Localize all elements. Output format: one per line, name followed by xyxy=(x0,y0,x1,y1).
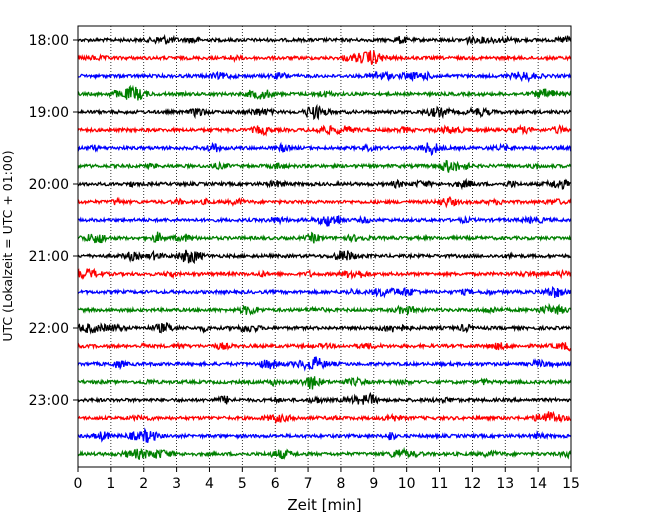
x-tick-label: 12 xyxy=(463,476,481,492)
y-tick-label: 18:00 xyxy=(29,33,69,49)
y-tick-label: 19:00 xyxy=(29,105,69,121)
trace-2015 xyxy=(77,196,572,209)
x-tick-label: 6 xyxy=(271,476,280,492)
x-tick-label: 0 xyxy=(74,476,83,492)
x-tick-label: 14 xyxy=(529,476,547,492)
trace-1845 xyxy=(77,84,572,101)
y-tick-label: 21:00 xyxy=(29,249,69,265)
x-tick-label: 4 xyxy=(205,476,214,492)
y-axis-label: UTC (Lokalzeit = UTC + 01:00) xyxy=(0,150,15,341)
trace-1815 xyxy=(77,50,572,65)
seismic-traces xyxy=(77,33,572,461)
trace-2145 xyxy=(77,302,572,316)
trace-2000 xyxy=(77,177,572,191)
y-tick-label: 22:00 xyxy=(29,321,69,337)
trace-2115 xyxy=(77,267,572,281)
trace-2315 xyxy=(78,410,572,425)
x-tick-label: 8 xyxy=(336,476,345,492)
trace-2130 xyxy=(77,285,572,299)
x-axis-ticks: 0 1 2 3 4 5 6 7 8 9 10 11 12 13 14 15 xyxy=(74,467,580,492)
x-tick-label: 7 xyxy=(304,476,313,492)
trace-2330 xyxy=(77,427,572,443)
trace-1930 xyxy=(77,141,572,156)
trace-1915 xyxy=(77,123,572,137)
x-tick-label: 13 xyxy=(496,476,514,492)
trace-1900 xyxy=(77,103,572,121)
x-tick-label: 1 xyxy=(106,476,115,492)
trace-2045 xyxy=(77,231,571,244)
trace-2345 xyxy=(77,446,572,461)
y-tick-label: 23:00 xyxy=(29,393,69,409)
x-tick-label: 10 xyxy=(398,476,416,492)
y-tick-label: 20:00 xyxy=(29,177,69,193)
trace-2230 xyxy=(77,356,572,372)
x-tick-label: 5 xyxy=(238,476,247,492)
plot-frame xyxy=(77,25,572,468)
x-tick-label: 9 xyxy=(369,476,378,492)
x-tick-label: 15 xyxy=(562,476,580,492)
x-tick-label: 3 xyxy=(172,476,181,492)
trace-2030 xyxy=(77,214,572,227)
x-axis-label: Zeit [min] xyxy=(287,496,361,514)
trace-1945 xyxy=(77,159,572,173)
y-axis-ticks: 18:00 19:00 20:00 21:00 22:00 23:00 xyxy=(29,33,78,409)
trace-1830 xyxy=(77,70,572,83)
trace-2100 xyxy=(77,249,572,265)
trace-2245 xyxy=(77,376,572,390)
trace-2200 xyxy=(77,322,572,335)
x-tick-label: 2 xyxy=(139,476,148,492)
trace-1800 xyxy=(77,33,572,46)
x-tick-label: 11 xyxy=(431,476,449,492)
trace-2300 xyxy=(77,391,572,406)
trace-2215 xyxy=(77,341,572,352)
